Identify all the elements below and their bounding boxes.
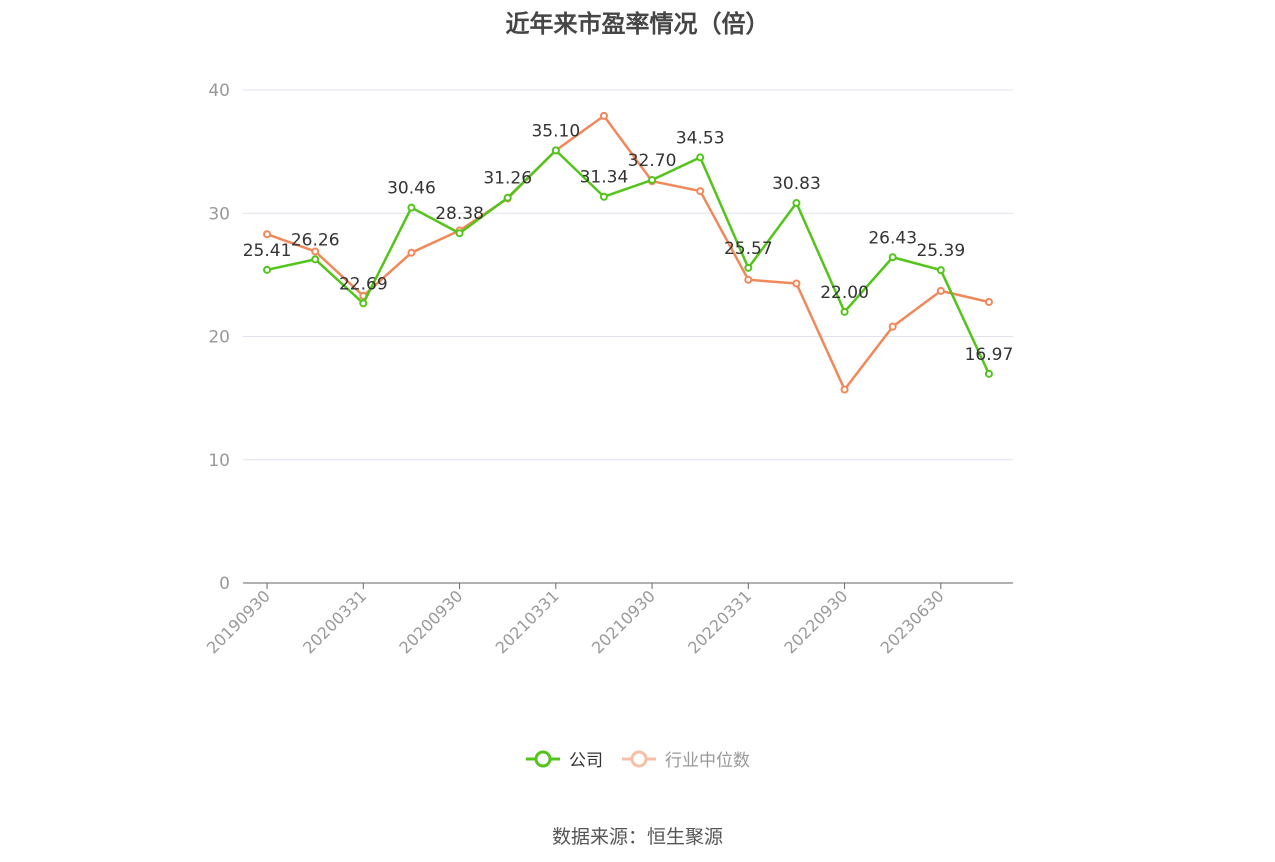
x-tick-label: 20210331: [492, 586, 563, 657]
data-point-industry: [984, 297, 993, 306]
data-point-company: [888, 253, 897, 262]
y-tick-label: 40: [208, 81, 230, 101]
data-point-industry: [696, 187, 705, 196]
data-point-industry: [311, 247, 320, 256]
data-point-industry: [263, 230, 272, 239]
data-label: 26.26: [291, 230, 340, 250]
data-point-industry: [744, 275, 753, 284]
grid-lines: [243, 89, 1013, 461]
data-label: 28.38: [435, 204, 484, 224]
data-label: 22.69: [339, 274, 388, 294]
data-label: 30.83: [772, 174, 821, 194]
series-line-company: [266, 149, 991, 375]
data-point-company: [407, 203, 416, 212]
legend-industry-marker-icon: [622, 750, 656, 767]
chart-title: 近年来市盈率情况（倍）: [505, 10, 770, 38]
data-point-company: [744, 263, 753, 272]
data-label: 35.10: [531, 121, 580, 141]
data-point-company: [936, 266, 945, 275]
data-point-company: [792, 199, 801, 208]
data-label: 25.39: [916, 241, 965, 261]
data-label: 25.41: [243, 241, 292, 261]
x-tick-label: 20220331: [684, 586, 755, 657]
series: [263, 111, 993, 394]
x-tick-label: 20230630: [877, 586, 948, 657]
legend-industry-label: 行业中位数: [665, 751, 750, 771]
data-label: 26.43: [868, 228, 917, 248]
legend-company-marker-icon: [526, 750, 560, 767]
data-point-company: [599, 192, 608, 201]
data-point-industry: [792, 279, 801, 288]
x-tick-label: 20200331: [299, 586, 370, 657]
data-label: 22.00: [820, 283, 869, 303]
legend-item-company[interactable]: 公司: [525, 746, 603, 771]
data-point-company: [648, 175, 657, 184]
y-tick-label: 20: [208, 328, 230, 348]
data-label: 31.26: [483, 169, 532, 189]
data-point-company: [503, 193, 512, 202]
data-point-company: [840, 307, 849, 316]
data-label: 25.57: [724, 239, 773, 259]
legend-company-label: 公司: [569, 751, 603, 771]
y-tick-label: 30: [208, 204, 230, 224]
data-point-industry: [599, 111, 608, 120]
data-point-company: [311, 255, 320, 264]
legend: 公司 行业中位数: [0, 746, 1275, 771]
x-tick-label: 20210930: [588, 586, 659, 657]
data-label: 30.46: [387, 179, 436, 199]
x-tick-label: 20200930: [395, 586, 466, 657]
x-tick-label: 20190930: [203, 586, 274, 657]
x-tick-label: 20220930: [780, 586, 851, 657]
data-label: 31.34: [580, 168, 629, 188]
y-tick-label: 10: [208, 451, 230, 471]
data-point-company: [551, 146, 560, 155]
data-source: 数据来源：恒生聚源: [551, 826, 723, 848]
data-point-company: [359, 299, 368, 308]
data-point-industry: [888, 322, 897, 331]
line-chart: 0 10 20 30 40 20190930 20200331 20200930 2021033…: [203, 81, 1014, 657]
y-tick-label: 0: [219, 574, 230, 594]
legend-item-industry[interactable]: 行业中位数: [621, 746, 750, 771]
data-point-company: [696, 153, 705, 162]
data-point-industry: [840, 385, 849, 394]
data-point-company: [984, 369, 993, 378]
data-point-company: [455, 229, 464, 238]
data-label: 34.53: [676, 128, 725, 148]
data-point-industry: [407, 248, 416, 257]
data-label: 32.70: [628, 151, 677, 171]
data-label: 16.97: [965, 345, 1014, 365]
series-line-industry: [266, 114, 990, 391]
data-point-company: [263, 265, 272, 274]
data-point-industry: [936, 286, 945, 295]
